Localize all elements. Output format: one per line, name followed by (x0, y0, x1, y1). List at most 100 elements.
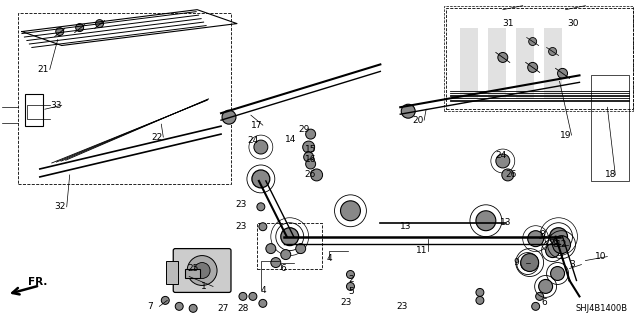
Text: 23: 23 (235, 222, 246, 231)
Text: 5: 5 (348, 287, 354, 296)
Circle shape (528, 63, 538, 72)
Text: 23: 23 (235, 200, 246, 209)
Circle shape (281, 249, 291, 260)
Circle shape (536, 293, 543, 300)
Text: 24: 24 (247, 136, 258, 145)
Circle shape (476, 296, 484, 304)
Circle shape (557, 68, 568, 78)
Text: 31: 31 (502, 19, 513, 28)
Circle shape (56, 27, 64, 35)
Circle shape (266, 244, 276, 254)
Text: FR.: FR. (28, 278, 47, 287)
Text: 22: 22 (151, 133, 163, 142)
Text: 15: 15 (305, 145, 316, 153)
Text: 7: 7 (147, 302, 153, 311)
Circle shape (340, 201, 360, 221)
Circle shape (476, 288, 484, 296)
Bar (516, 27, 534, 99)
Text: 8: 8 (540, 230, 545, 239)
Text: 33: 33 (50, 101, 61, 110)
Circle shape (552, 236, 570, 254)
Bar (166, 261, 178, 285)
Bar (460, 27, 478, 99)
Text: 11: 11 (416, 246, 428, 255)
Text: 24: 24 (496, 151, 507, 160)
Text: 4: 4 (326, 254, 332, 263)
Text: 28: 28 (237, 304, 248, 313)
Text: 8: 8 (552, 240, 558, 249)
Circle shape (476, 211, 496, 231)
Text: 14: 14 (285, 135, 296, 144)
Circle shape (161, 296, 169, 304)
Text: 16: 16 (305, 155, 316, 165)
Text: 4: 4 (261, 286, 266, 295)
Circle shape (550, 267, 564, 280)
Text: 9: 9 (514, 258, 520, 267)
Circle shape (249, 293, 257, 300)
Circle shape (539, 279, 552, 293)
Text: 32: 32 (55, 202, 66, 211)
Bar (444, 6, 633, 111)
Text: 17: 17 (251, 121, 262, 130)
Circle shape (496, 154, 510, 168)
Polygon shape (185, 269, 200, 278)
Circle shape (257, 203, 265, 211)
Circle shape (528, 231, 543, 247)
Text: 18: 18 (605, 170, 617, 179)
Text: 30: 30 (568, 19, 579, 28)
Text: 25: 25 (187, 264, 198, 273)
Bar (257, 223, 321, 269)
Bar (25, 94, 43, 126)
Circle shape (550, 228, 568, 246)
Text: 2: 2 (348, 275, 354, 284)
Text: 27: 27 (217, 304, 228, 313)
Circle shape (498, 52, 508, 63)
Circle shape (502, 169, 514, 181)
Circle shape (310, 169, 323, 181)
Text: 13: 13 (500, 218, 511, 227)
Circle shape (521, 256, 534, 271)
Text: 20: 20 (412, 116, 424, 125)
Circle shape (187, 256, 217, 286)
Circle shape (548, 48, 557, 56)
Circle shape (175, 302, 183, 310)
Text: 6: 6 (541, 298, 547, 307)
Bar (543, 27, 561, 99)
Circle shape (76, 24, 84, 32)
Bar (446, 8, 633, 109)
Circle shape (303, 141, 315, 153)
Circle shape (303, 152, 314, 162)
Text: 6: 6 (281, 264, 287, 273)
Text: 29: 29 (299, 125, 310, 134)
Circle shape (306, 159, 316, 169)
Text: 1: 1 (201, 282, 207, 291)
Circle shape (281, 228, 299, 246)
Text: 23: 23 (396, 302, 408, 311)
Text: 3: 3 (570, 260, 575, 269)
Circle shape (532, 302, 540, 310)
Circle shape (95, 19, 104, 27)
Bar (591, 75, 629, 181)
Circle shape (252, 170, 270, 188)
Circle shape (546, 244, 559, 257)
Text: 10: 10 (595, 252, 607, 261)
Circle shape (296, 244, 306, 254)
Text: 19: 19 (559, 130, 571, 140)
Bar (488, 27, 506, 99)
Text: 13: 13 (400, 222, 412, 231)
Circle shape (521, 254, 539, 271)
Circle shape (306, 129, 316, 139)
Circle shape (401, 104, 415, 118)
Bar (18, 13, 231, 184)
Circle shape (529, 38, 537, 46)
Circle shape (259, 223, 267, 231)
Text: 26: 26 (506, 170, 517, 179)
Circle shape (346, 271, 355, 278)
Text: 12: 12 (556, 240, 567, 249)
Text: SHJ4B1400B: SHJ4B1400B (575, 304, 628, 313)
Circle shape (189, 304, 197, 312)
Circle shape (346, 282, 355, 290)
Text: 26: 26 (305, 170, 316, 179)
Circle shape (259, 300, 267, 307)
Text: 21: 21 (38, 65, 49, 74)
